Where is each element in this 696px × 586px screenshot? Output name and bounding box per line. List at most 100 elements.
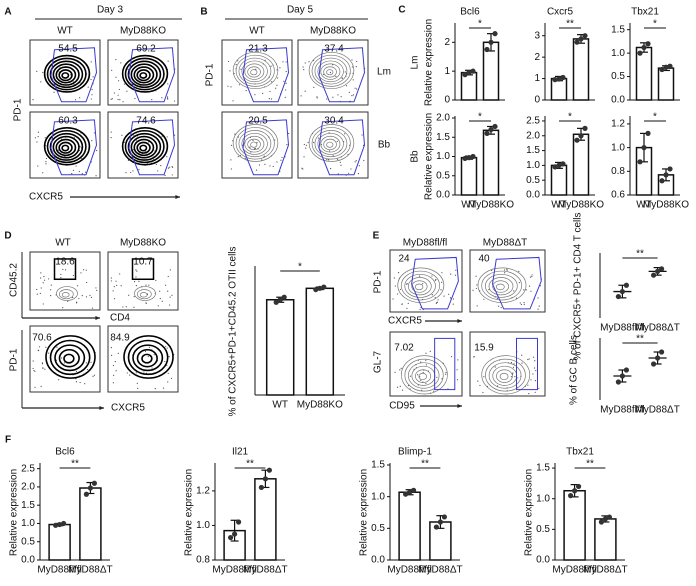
event-dot xyxy=(301,167,303,169)
y-tick-label: 2.5 xyxy=(21,463,35,474)
event-dot xyxy=(117,94,119,96)
event-dot xyxy=(166,347,168,349)
event-dot xyxy=(111,69,113,71)
data-point xyxy=(57,521,63,528)
data-point xyxy=(53,522,59,528)
contour xyxy=(488,277,514,296)
bar xyxy=(48,523,71,561)
x-tick-label: MyD88fl/fl xyxy=(37,565,81,576)
event-dot xyxy=(41,363,44,365)
event-dot xyxy=(122,306,124,308)
event-dot xyxy=(118,88,120,91)
event-dot xyxy=(42,303,44,305)
event-dot xyxy=(50,284,53,286)
event-dot xyxy=(448,293,450,295)
event-dot xyxy=(399,385,401,387)
event-dot xyxy=(167,275,169,278)
event-dot xyxy=(96,149,98,152)
event-dot xyxy=(429,350,431,352)
event-dot xyxy=(134,281,136,283)
event-dot xyxy=(454,274,457,276)
event-dot xyxy=(523,303,525,306)
event-dot xyxy=(145,302,147,304)
event-dot xyxy=(344,133,346,135)
contour xyxy=(250,69,258,76)
event-dot xyxy=(356,60,358,63)
x-tick-label: MyD88KO xyxy=(643,200,689,211)
data-point xyxy=(606,514,613,520)
event-dot xyxy=(162,387,165,389)
gate xyxy=(318,119,366,176)
event-dot xyxy=(452,303,454,305)
event-dot xyxy=(504,272,506,274)
event-dot xyxy=(392,298,394,300)
event-dot xyxy=(165,345,167,348)
event-dot xyxy=(434,297,436,299)
event-dot xyxy=(452,298,455,300)
event-dot xyxy=(80,272,82,274)
event-dot xyxy=(167,83,169,85)
event-dot xyxy=(126,90,128,92)
event-dot xyxy=(527,358,529,361)
event-dot xyxy=(335,75,337,77)
event-dot xyxy=(235,63,237,66)
event-dot xyxy=(237,60,239,62)
event-dot xyxy=(506,269,508,271)
event-dot xyxy=(166,96,169,98)
data-point xyxy=(258,484,264,491)
y-axis-label: Relative expression xyxy=(424,113,435,200)
contour xyxy=(55,66,77,84)
contour xyxy=(418,372,427,381)
data-point xyxy=(281,294,287,300)
event-dot xyxy=(303,156,305,158)
event-dot xyxy=(270,81,273,83)
significance: ** xyxy=(636,334,644,345)
event-dot xyxy=(332,155,334,157)
data-point xyxy=(619,288,626,295)
event-dot xyxy=(84,383,86,385)
event-dot xyxy=(86,281,88,284)
event-dot xyxy=(169,296,171,298)
event-dot xyxy=(34,137,36,139)
event-dot xyxy=(112,290,114,292)
event-dot xyxy=(352,94,355,96)
gate-value: 74.6 xyxy=(136,116,156,127)
gate xyxy=(411,256,459,310)
event-dot xyxy=(286,144,288,146)
event-dot xyxy=(530,379,532,381)
event-dot xyxy=(74,99,77,101)
event-dot xyxy=(431,294,433,296)
event-dot xyxy=(283,80,285,82)
contour xyxy=(49,132,84,161)
significance: ** xyxy=(636,249,644,260)
event-dot xyxy=(155,163,157,166)
contour xyxy=(43,54,91,93)
data-point xyxy=(236,519,242,525)
significance: * xyxy=(478,19,482,30)
event-dot xyxy=(475,275,477,277)
data-point xyxy=(645,41,651,47)
event-dot xyxy=(227,60,230,63)
event-dot xyxy=(157,305,159,307)
gate-value: 21.3 xyxy=(248,44,268,55)
y-tick-label: 0.5 xyxy=(611,71,625,82)
event-dot xyxy=(75,302,78,304)
event-dot xyxy=(514,376,516,378)
data-point xyxy=(87,485,93,491)
event-dot xyxy=(272,165,274,168)
contour xyxy=(232,124,279,162)
event-dot xyxy=(83,269,85,271)
event-dot xyxy=(64,155,66,158)
data-point xyxy=(61,520,67,527)
bar xyxy=(79,487,102,561)
contour xyxy=(58,289,74,300)
event-dot xyxy=(81,157,83,159)
event-dot xyxy=(449,297,452,299)
y-tick-label: 2.0 xyxy=(21,482,35,493)
gate xyxy=(53,258,77,281)
event-dot xyxy=(396,386,399,388)
chart-title: Cxcr5 xyxy=(547,7,574,18)
contour xyxy=(46,129,87,164)
significance: * xyxy=(298,262,302,273)
data-point xyxy=(488,126,494,133)
